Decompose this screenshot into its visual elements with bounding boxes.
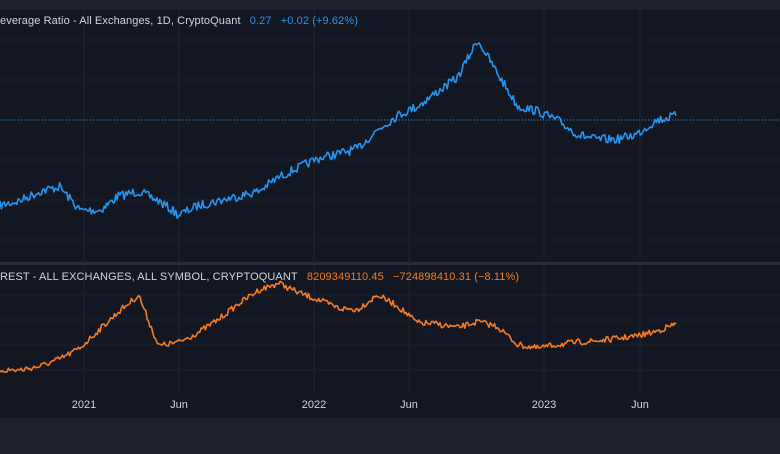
open-interest-line [0,280,677,374]
pane-2-value: 8209349110.45 [306,271,384,283]
pane-1-value: 0.27 [249,15,272,27]
pane-2-title: REST - ALL EXCHANGES, ALL SYMBOL, CRYPTO… [0,271,298,283]
pane-2-change: −724898410.31 (−8.11%) [393,271,520,283]
bottom-toolbar [0,418,780,454]
leverage-ratio-line [0,41,677,219]
time-label-2021: 2021 [71,399,97,411]
chart-top-border [0,0,780,10]
time-label-jun-2023: Jun [631,399,649,411]
time-label-2022: 2022 [301,399,327,411]
time-label-jun-2022: Jun [400,399,418,411]
pane-1-title: everage Ratio - All Exchanges, 1D, Crypt… [0,15,241,27]
pane-2-legend[interactable]: REST - ALL EXCHANGES, ALL SYMBOL, CRYPTO… [0,271,525,283]
time-label-2023: 2023 [531,399,557,411]
time-label-jun-2021: Jun [170,399,188,411]
pane-1-legend[interactable]: everage Ratio - All Exchanges, 1D, Crypt… [0,15,364,27]
chart-area[interactable] [0,10,780,392]
pane-1-change: +0.02 (+9.62%) [280,15,358,27]
pane-separator[interactable] [0,262,780,265]
